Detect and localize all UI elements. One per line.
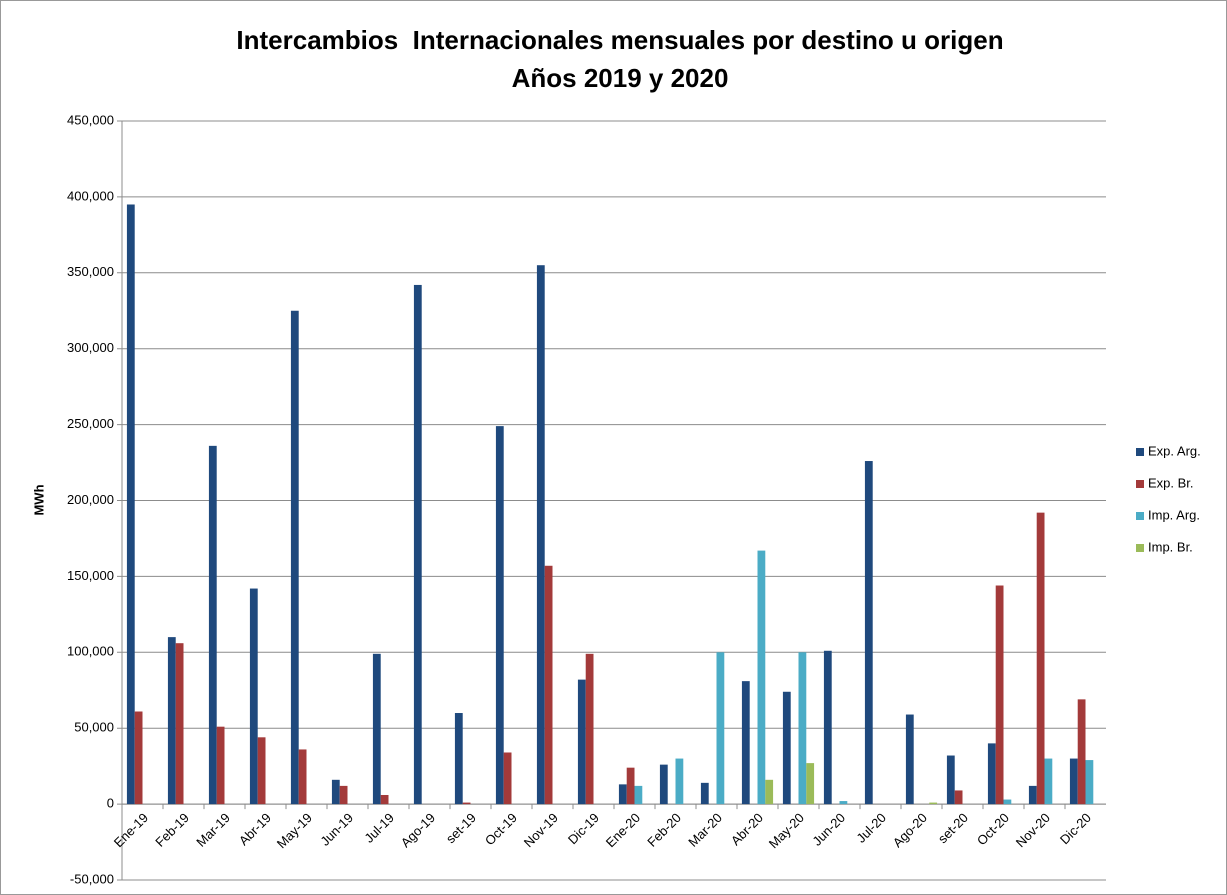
legend-swatch	[1136, 512, 1144, 520]
legend-label: Exp. Br.	[1148, 475, 1194, 490]
bar	[298, 749, 307, 805]
bar	[626, 767, 635, 805]
bar	[659, 764, 668, 805]
bar	[954, 790, 963, 805]
bar	[372, 653, 381, 805]
y-tick-label: 0	[107, 796, 114, 811]
bar	[987, 743, 996, 805]
y-axis-label: MWh	[31, 484, 46, 515]
bar	[946, 755, 955, 805]
bar	[634, 785, 643, 805]
bar	[454, 713, 463, 805]
bar	[782, 691, 791, 805]
bar	[765, 779, 774, 805]
bar	[290, 310, 299, 805]
bar	[1044, 758, 1053, 805]
y-tick-label: 250,000	[67, 416, 114, 431]
y-tick-label: 400,000	[67, 188, 114, 203]
bar	[700, 782, 709, 805]
chart-title: Intercambios Internacionales mensuales p…	[236, 25, 1003, 55]
legend-swatch	[1136, 480, 1144, 488]
bar	[618, 784, 627, 805]
legend-label: Imp. Br.	[1148, 539, 1193, 554]
bar	[995, 585, 1004, 805]
y-tick-label: -50,000	[70, 871, 114, 886]
y-tick-label: 350,000	[67, 264, 114, 279]
bar	[544, 565, 553, 805]
bar	[741, 681, 750, 805]
bar	[339, 785, 348, 805]
bar	[503, 752, 512, 805]
bar	[167, 637, 176, 805]
bar	[1069, 758, 1078, 805]
bar	[536, 265, 545, 805]
bar	[1085, 760, 1094, 805]
bar	[249, 588, 258, 805]
y-tick-label: 450,000	[67, 112, 114, 127]
bar	[208, 445, 217, 805]
y-tick-label: 200,000	[67, 492, 114, 507]
bar	[823, 650, 832, 805]
bar	[216, 726, 225, 805]
bar	[380, 794, 389, 805]
legend-swatch	[1136, 544, 1144, 552]
bar	[175, 643, 184, 805]
bar	[839, 801, 848, 805]
bar	[495, 426, 504, 805]
bar	[757, 550, 766, 805]
bar	[675, 758, 684, 805]
bar	[1003, 799, 1012, 805]
y-tick-label: 150,000	[67, 568, 114, 583]
bar	[1077, 699, 1086, 805]
bar	[257, 737, 266, 805]
bar	[905, 714, 914, 805]
bar	[864, 461, 873, 805]
bar	[413, 284, 422, 805]
bar	[1028, 785, 1037, 805]
legend-swatch	[1136, 448, 1144, 456]
bar	[798, 652, 807, 805]
bar	[134, 711, 143, 805]
y-tick-label: 100,000	[67, 644, 114, 659]
bar	[126, 204, 135, 805]
bar	[331, 779, 340, 805]
y-tick-label: 50,000	[74, 720, 114, 735]
bar	[1036, 512, 1045, 805]
bar	[716, 652, 725, 805]
bar	[929, 802, 938, 805]
bar	[806, 763, 815, 805]
legend-label: Exp. Arg.	[1148, 443, 1201, 458]
bar	[585, 653, 594, 805]
y-tick-label: 300,000	[67, 340, 114, 355]
bar	[462, 802, 471, 805]
legend-label: Imp. Arg.	[1148, 507, 1200, 522]
chart-subtitle: Años 2019 y 2020	[512, 63, 729, 93]
bar	[577, 679, 586, 805]
